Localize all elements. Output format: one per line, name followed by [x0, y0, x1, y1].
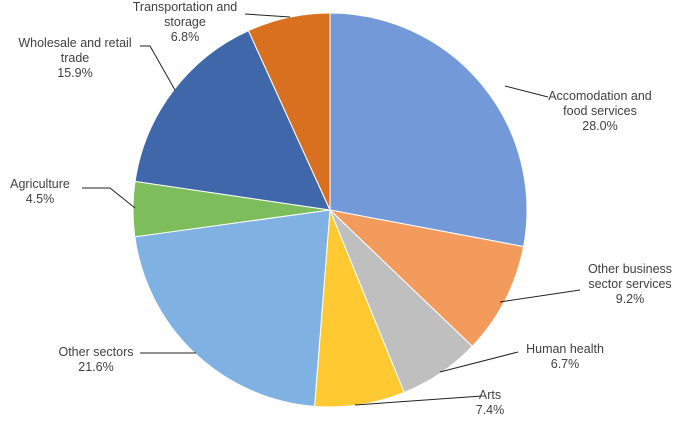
slice-label: Other business sector services 9.2%: [573, 262, 685, 307]
pie-slice: [247, 12, 331, 211]
leader-line: [499, 289, 581, 303]
value-label: 28.0%: [582, 119, 618, 133]
pie-slice: [134, 30, 331, 211]
value-label: 6.8%: [170, 30, 200, 44]
slice-label: Wholesale and retail trade 15.9%: [5, 36, 145, 81]
slice-label: Accomodation and food services 28.0%: [538, 89, 663, 134]
slice-label: Agriculture 4.5%: [10, 177, 70, 207]
category-name: Agriculture: [10, 177, 70, 191]
value-label: 15.9%: [57, 66, 93, 80]
slice-label: Other sectors 21.6%: [58, 345, 133, 375]
leader-line: [140, 45, 176, 91]
pie-slice: [134, 209, 331, 407]
value-label: 6.7%: [550, 357, 580, 371]
value-label: 21.6%: [78, 360, 114, 374]
category-name: Arts: [478, 388, 502, 402]
value-label: 4.5%: [25, 192, 55, 206]
leader-line: [82, 187, 136, 209]
slice-label: Transportation and storage 6.8%: [118, 0, 253, 45]
slice-label: Arts 7.4%: [476, 388, 505, 418]
leader-line: [354, 395, 483, 406]
category-name: Wholesale and retail trade: [18, 36, 132, 65]
leader-line: [244, 13, 291, 18]
leader-line: [504, 85, 549, 98]
leader-lines: [82, 13, 581, 406]
pie-slice: [328, 209, 525, 348]
value-label: 7.4%: [475, 403, 505, 417]
category-name: Accomodation and food services: [548, 89, 652, 118]
category-name: Transportation and storage: [132, 0, 238, 29]
pie-slice: [329, 12, 528, 248]
category-name: Other business sector services: [587, 262, 673, 291]
value-label: 9.2%: [615, 292, 645, 306]
category-name: Other sectors: [58, 345, 134, 359]
leader-line: [439, 351, 519, 373]
slice-label: Human health 6.7%: [526, 342, 604, 372]
category-name: Human health: [526, 342, 604, 356]
